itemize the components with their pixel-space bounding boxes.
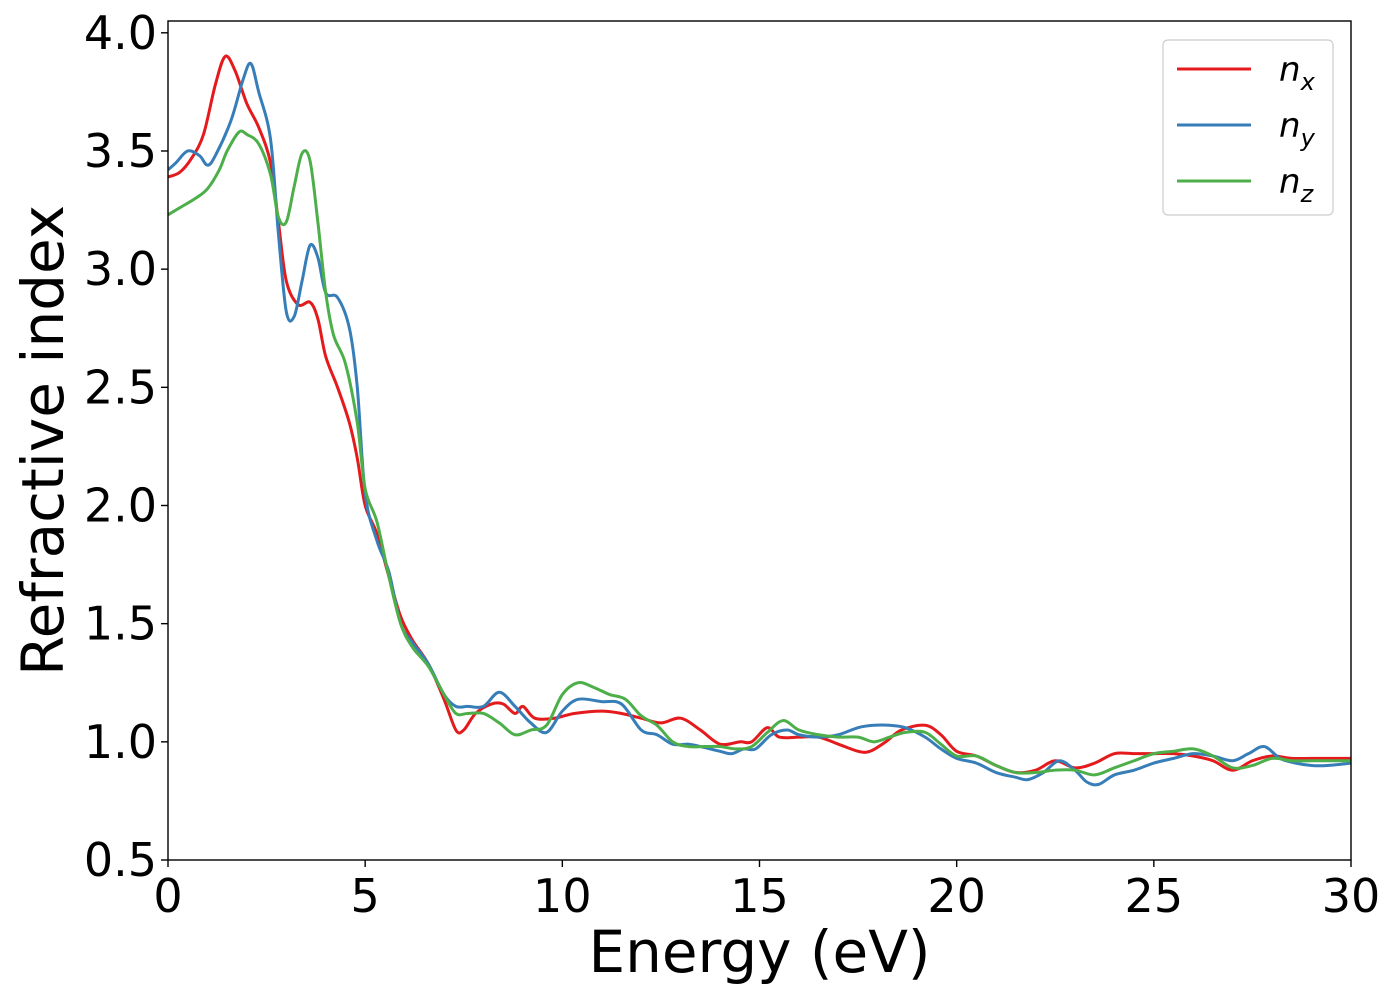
- legend-box: [1162, 39, 1334, 216]
- y-axis-label: Refractive index: [9, 205, 77, 676]
- y-tick-label: 4.0: [84, 6, 157, 60]
- y-tick-label: 2.5: [84, 360, 157, 414]
- y-tick-label: 3.5: [84, 124, 157, 178]
- legend-label-z: nz: [1279, 162, 1315, 208]
- series-layer: [168, 54, 1351, 787]
- legend-label-subscript: x: [1300, 68, 1316, 96]
- y-tick-label: 3.0: [84, 242, 157, 296]
- legend-label-subscript: z: [1300, 180, 1315, 208]
- x-tick-label: 0: [153, 869, 182, 923]
- x-tick-label: 25: [1125, 869, 1184, 923]
- legend-label-main: n: [1279, 50, 1301, 90]
- series-line-n-x: [168, 54, 1351, 775]
- series-line-n-z: [168, 129, 1351, 777]
- series-line-n-y: [168, 61, 1351, 787]
- x-tick-label: 10: [533, 869, 592, 923]
- legend-label-subscript: y: [1300, 124, 1316, 152]
- x-axis-label: Energy (eV): [588, 918, 930, 986]
- x-tick-label: 15: [730, 869, 789, 923]
- legend-label-main: n: [1279, 162, 1301, 202]
- y-tick-label: 1.5: [84, 597, 157, 651]
- x-tick-label: 30: [1322, 869, 1381, 923]
- legend-label-x: nx: [1279, 50, 1316, 96]
- axes-layer: 0 5 10 15 20 25 30 0.5 1.0 1.5 2.0 2.5 3.0 3.5 4.0: [84, 6, 1380, 923]
- legend-label-y: ny: [1279, 106, 1316, 152]
- x-tick-label: 5: [351, 869, 380, 923]
- y-tick-label: 2.0: [84, 478, 157, 532]
- y-tick-label: 1.0: [84, 715, 157, 769]
- x-tick-label: 20: [927, 869, 986, 923]
- legend-label-main: n: [1279, 106, 1301, 146]
- y-tick-label: 0.5: [84, 833, 157, 887]
